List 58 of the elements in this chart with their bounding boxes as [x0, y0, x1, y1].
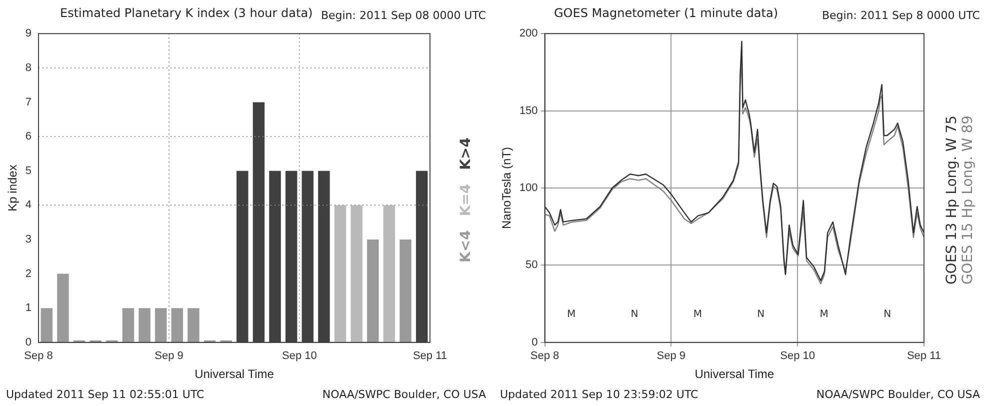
text: GOES 15 Hp Long. W 89 [960, 115, 976, 285]
chart-subtitle: Begin: 2011 Sep 8 0000 UTC [822, 9, 980, 22]
y-tick-label: 8 [25, 62, 32, 74]
bar [188, 308, 200, 342]
x-tick-label: Sep 8 [530, 350, 560, 362]
y-tick-label: 150 [519, 104, 538, 117]
bar [171, 308, 184, 342]
bar [138, 308, 150, 342]
y-tick-label: 100 [519, 182, 538, 194]
x-tick-label: Sep 9 [656, 350, 686, 362]
y-tick-label: 9 [25, 28, 32, 40]
text: K<4 [458, 230, 474, 262]
annotation: M [693, 308, 702, 320]
x-tick-label: Sep 9 [154, 350, 184, 362]
annotation: N [630, 308, 638, 320]
annotation: M [820, 308, 828, 320]
x-tick-label: Sep 10 [780, 350, 816, 362]
y-tick-label: 1 [25, 302, 32, 314]
annotation: N [884, 308, 892, 320]
y-tick-label: 5 [25, 164, 32, 177]
chart-title: Estimated Planetary K index (3 hour data) [60, 6, 313, 20]
x-axis-title: Universal Time [694, 367, 774, 382]
bar [400, 239, 412, 342]
y-tick-label: 3 [25, 234, 32, 246]
x-tick-label: Sep 11 [906, 350, 942, 362]
x-tick-label: Sep 10 [282, 350, 317, 362]
bar [122, 308, 134, 342]
text: NOAA/SWPC Boulder, CO USA [816, 388, 980, 401]
text: K>4 [458, 138, 474, 170]
y-tick-label: 50 [526, 259, 538, 272]
x-tick-label: Sep 11 [412, 350, 448, 362]
bar [367, 239, 379, 342]
chart-subtitle: Begin: 2011 Sep 08 0000 UTC [320, 9, 486, 22]
x-axis-title: Universal Time [194, 367, 274, 382]
bar [334, 205, 346, 342]
bar [383, 205, 396, 342]
bar [154, 308, 167, 342]
text: Updated 2011 Sep 11 02:55:01 UTC [6, 388, 204, 401]
y-tick-label: 4 [25, 199, 32, 212]
chart-title: GOES Magnetometer (1 minute data) [554, 6, 778, 20]
y-tick-label: 6 [25, 130, 32, 143]
annotation: N [757, 308, 765, 320]
y-tick-label: 7 [25, 96, 32, 108]
text: K=4 [458, 184, 474, 216]
x-tick-label: Sep 8 [24, 350, 53, 362]
bar [57, 274, 69, 342]
y-tick-label: 0 [25, 336, 32, 348]
y-tick-label: 200 [519, 28, 538, 40]
y-tick-label: 2 [25, 268, 32, 280]
y-axis-title: Kp index [6, 164, 20, 212]
annotation: M [566, 308, 576, 320]
text: NOAA/SWPC Boulder, CO USA [322, 388, 486, 401]
y-tick-label: 0 [532, 336, 538, 348]
text: Updated 2011 Sep 10 23:59:02 UTC [500, 388, 698, 401]
text: GOES 13 Hp Long. W 75 [944, 115, 960, 285]
y-axis-title: NanoTesla (nT) [500, 146, 514, 230]
bar [40, 308, 53, 342]
bar [350, 205, 362, 342]
